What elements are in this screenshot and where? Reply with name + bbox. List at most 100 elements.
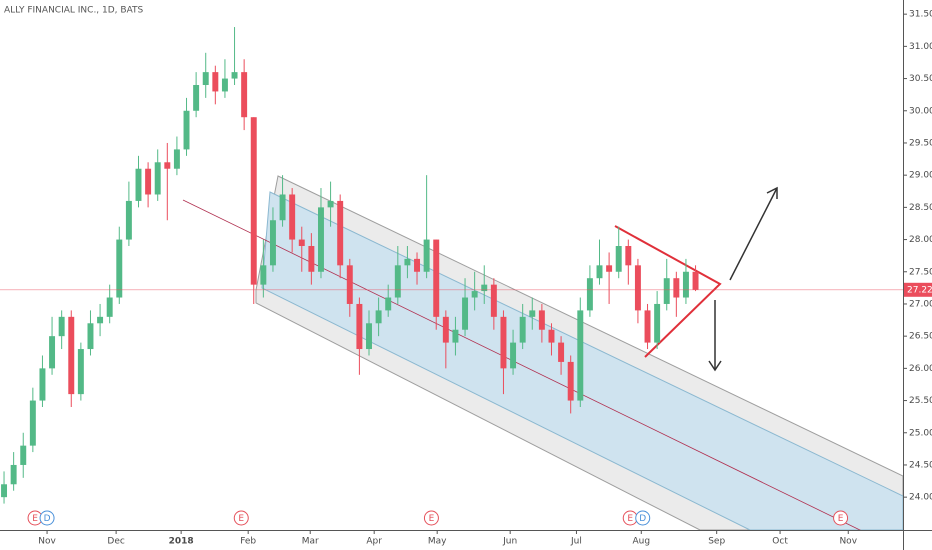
candle-body [39, 368, 46, 401]
candle-body [77, 349, 84, 395]
candle-body [596, 265, 603, 279]
candle-body [394, 265, 401, 298]
event-label: E [238, 514, 244, 524]
candle-body [269, 220, 276, 266]
candle-body [279, 194, 286, 221]
y-tick-label: 25.50 [909, 396, 932, 406]
candle-body [404, 258, 411, 266]
candle-body [567, 361, 574, 401]
y-tick-label: 28.50 [909, 203, 932, 213]
candle-body [577, 310, 584, 401]
candle-body [481, 284, 488, 292]
candle-body [202, 72, 209, 86]
event-marker [39, 510, 55, 526]
candle-body [346, 265, 353, 304]
candle-body [414, 258, 420, 272]
candle-body [183, 110, 190, 150]
candle-body [471, 291, 478, 298]
candle-body [423, 239, 430, 272]
x-tick-label: Nov [38, 537, 56, 547]
x-tick-label: Feb [240, 537, 256, 547]
candle-body [116, 239, 123, 298]
candle-body [87, 323, 94, 350]
candle-body [692, 271, 699, 290]
x-tick-label: Nov [839, 537, 857, 547]
y-tick-label: 31.00 [909, 42, 932, 52]
candle-body [462, 297, 469, 330]
y-tick-label: 31.50 [909, 10, 932, 20]
event-marker [833, 510, 849, 526]
candle-body [221, 78, 228, 92]
candle-body [125, 200, 132, 240]
y-tick-label: 26.00 [909, 364, 932, 374]
candle-body [135, 168, 142, 201]
candle-body [49, 336, 56, 369]
candle-body [538, 310, 545, 330]
event-label: D [44, 514, 51, 524]
candle-body [317, 207, 324, 272]
candle-body [490, 284, 497, 317]
candle-body [500, 316, 507, 369]
candle-body [298, 239, 305, 247]
candle-body [10, 464, 17, 485]
candle-body [385, 297, 392, 311]
last-price-box [904, 282, 932, 297]
y-tick-label: 26.50 [909, 332, 932, 342]
event-label: E [32, 514, 38, 524]
candle-body [442, 316, 449, 343]
event-marker [423, 510, 439, 526]
candle-body [241, 72, 248, 118]
candle-body [433, 239, 440, 317]
y-tick-label: 30.50 [909, 74, 932, 84]
candle-body [145, 168, 152, 195]
candle-body [519, 316, 526, 343]
candle-body [625, 246, 632, 266]
candle-body [586, 278, 593, 311]
last-price-label: 27.22 [907, 285, 932, 295]
x-tick-label: Apr [366, 537, 382, 547]
channel-center [182, 199, 861, 530]
x-tick-label: May [428, 537, 447, 547]
y-tick-label: 24.50 [909, 460, 932, 470]
candle-body [154, 162, 161, 195]
x-tick-label: Mar [302, 537, 319, 547]
x-tick-label: 2018 [169, 537, 194, 547]
y-tick-label: 27.50 [909, 267, 932, 277]
candle-body [173, 149, 180, 169]
candle-body [663, 278, 670, 304]
candle-body [231, 72, 238, 79]
x-tick-label: Dec [107, 537, 124, 547]
triangle [614, 225, 722, 358]
x-tick-label: Aug [632, 537, 650, 547]
candle-body [634, 265, 641, 311]
candle-body [529, 310, 536, 317]
y-tick-label: 30.00 [909, 106, 932, 116]
candle-body [606, 265, 613, 272]
arrow-down-head [708, 360, 722, 372]
y-tick-label: 25.00 [909, 428, 932, 438]
x-tick-label: Sep [708, 537, 725, 547]
candle-body [327, 200, 334, 208]
event-label: E [429, 514, 435, 524]
candle-body [548, 329, 555, 343]
arrow-up [729, 187, 778, 281]
x-tick-label: Jun [502, 537, 517, 547]
candle-body [366, 323, 372, 350]
candle-body [212, 72, 219, 92]
candle-body [654, 303, 661, 343]
candle-body [29, 400, 36, 446]
candle-body [682, 271, 689, 298]
candle-body [289, 194, 296, 240]
candle-body [337, 200, 344, 266]
candle-body [106, 297, 113, 317]
y-tick-label: 24.00 [909, 493, 932, 503]
y-tick-label: 27.00 [909, 299, 932, 309]
candle-body [510, 342, 517, 369]
y-tick-label: 29.50 [909, 138, 932, 148]
candle-body [615, 246, 622, 272]
candle-body [356, 303, 363, 350]
event-marker [233, 510, 249, 526]
candle-body [20, 445, 27, 465]
chart-title: ALLY FINANCIAL INC., 1D, BATS [4, 6, 144, 16]
